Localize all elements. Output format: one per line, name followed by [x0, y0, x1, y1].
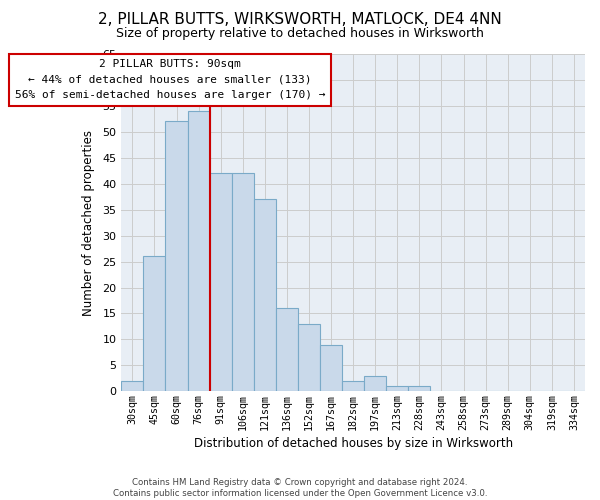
Bar	[298, 324, 320, 392]
Y-axis label: Number of detached properties: Number of detached properties	[82, 130, 95, 316]
X-axis label: Distribution of detached houses by size in Wirksworth: Distribution of detached houses by size …	[194, 437, 513, 450]
Bar	[409, 386, 430, 392]
Text: 2, PILLAR BUTTS, WIRKSWORTH, MATLOCK, DE4 4NN: 2, PILLAR BUTTS, WIRKSWORTH, MATLOCK, DE…	[98, 12, 502, 28]
Bar	[386, 386, 409, 392]
Bar	[254, 200, 276, 392]
Text: Size of property relative to detached houses in Wirksworth: Size of property relative to detached ho…	[116, 28, 484, 40]
Bar	[209, 174, 232, 392]
Bar	[143, 256, 166, 392]
Bar	[364, 376, 386, 392]
Bar	[232, 174, 254, 392]
Text: 2 PILLAR BUTTS: 90sqm
← 44% of detached houses are smaller (133)
56% of semi-det: 2 PILLAR BUTTS: 90sqm ← 44% of detached …	[15, 59, 325, 100]
Bar	[276, 308, 298, 392]
Bar	[121, 381, 143, 392]
Bar	[342, 381, 364, 392]
Bar	[188, 111, 209, 392]
Bar	[320, 344, 342, 392]
Text: Contains HM Land Registry data © Crown copyright and database right 2024.
Contai: Contains HM Land Registry data © Crown c…	[113, 478, 487, 498]
Bar	[166, 122, 188, 392]
